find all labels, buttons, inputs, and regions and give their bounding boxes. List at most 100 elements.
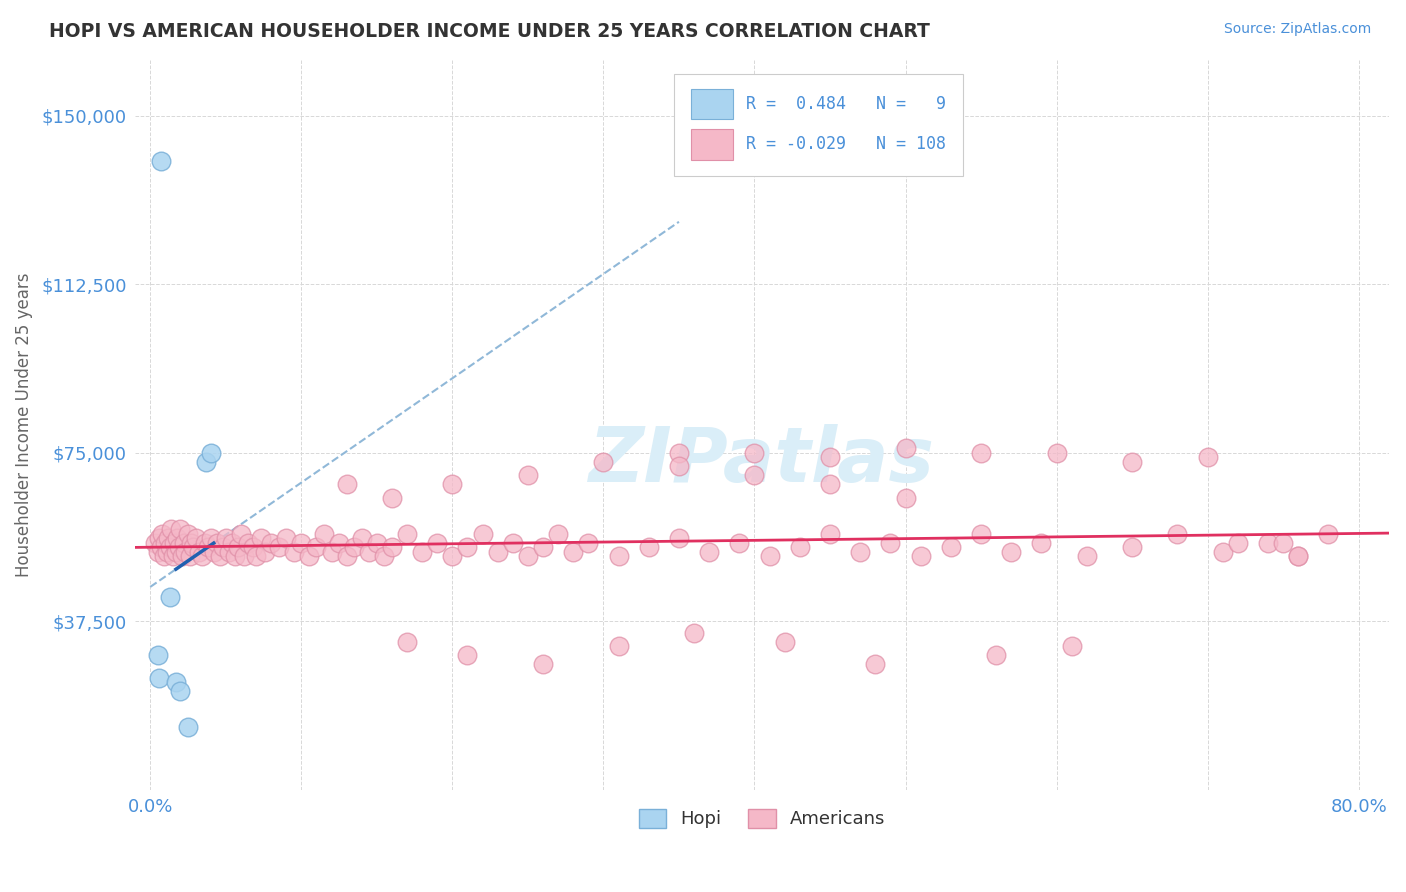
Point <box>143 535 166 549</box>
Point <box>531 540 554 554</box>
Point <box>260 535 283 549</box>
Point <box>773 634 796 648</box>
Point <box>276 531 298 545</box>
Point <box>359 545 381 559</box>
Point <box>283 545 305 559</box>
Point <box>1226 535 1249 549</box>
Point <box>562 545 585 559</box>
FancyBboxPatch shape <box>690 129 733 160</box>
Point <box>195 455 218 469</box>
Point <box>350 531 373 545</box>
Point <box>160 522 183 536</box>
Point <box>607 549 630 564</box>
Text: R =  0.484   N =   9: R = 0.484 N = 9 <box>745 95 946 113</box>
Point <box>238 535 260 549</box>
Point <box>668 531 690 545</box>
Point <box>169 684 191 698</box>
Point <box>697 545 720 559</box>
Point <box>502 535 524 549</box>
Point <box>200 531 222 545</box>
Point <box>758 549 780 564</box>
Point <box>1121 455 1143 469</box>
Point <box>516 549 538 564</box>
Point <box>181 540 204 554</box>
Point <box>163 535 186 549</box>
Point <box>970 446 993 460</box>
Point <box>312 526 335 541</box>
Text: R = -0.029   N = 108: R = -0.029 N = 108 <box>745 136 946 153</box>
Point <box>1197 450 1219 465</box>
Point <box>744 446 766 460</box>
Point <box>939 540 962 554</box>
Point <box>1166 526 1188 541</box>
Point <box>441 549 464 564</box>
Point <box>592 455 614 469</box>
Point <box>157 531 180 545</box>
Point <box>290 535 312 549</box>
Point <box>187 545 209 559</box>
Point <box>254 545 277 559</box>
Point <box>218 545 240 559</box>
Point <box>180 535 202 549</box>
Point <box>396 634 419 648</box>
Point <box>728 535 751 549</box>
Point <box>818 526 841 541</box>
Point <box>1045 446 1067 460</box>
Point <box>267 540 290 554</box>
Point <box>167 540 190 554</box>
Point <box>366 535 388 549</box>
Point <box>153 549 176 564</box>
Point <box>179 549 201 564</box>
Point <box>381 540 404 554</box>
Point <box>1317 526 1340 541</box>
Point <box>328 535 350 549</box>
Point <box>818 450 841 465</box>
Point <box>149 153 172 168</box>
Point <box>1286 549 1309 564</box>
Text: HOPI VS AMERICAN HOUSEHOLDER INCOME UNDER 25 YEARS CORRELATION CHART: HOPI VS AMERICAN HOUSEHOLDER INCOME UNDE… <box>49 22 931 41</box>
Point <box>232 549 254 564</box>
Point <box>200 446 222 460</box>
Point <box>298 549 321 564</box>
Point <box>169 522 191 536</box>
Point <box>170 549 193 564</box>
Point <box>1257 535 1279 549</box>
Point <box>471 526 494 541</box>
Point <box>242 540 264 554</box>
Point <box>910 549 932 564</box>
Point <box>1076 549 1098 564</box>
Point <box>155 535 177 549</box>
Point <box>396 526 419 541</box>
Point <box>321 545 343 559</box>
Point <box>146 545 169 559</box>
Point <box>208 549 231 564</box>
Point <box>1000 545 1022 559</box>
Point <box>373 549 395 564</box>
Point <box>177 526 200 541</box>
Point <box>426 535 449 549</box>
Point <box>190 549 212 564</box>
Point <box>226 540 249 554</box>
Point <box>159 590 181 604</box>
Point <box>986 648 1008 662</box>
Point <box>245 549 267 564</box>
Point <box>607 639 630 653</box>
Y-axis label: Householder Income Under 25 years: Householder Income Under 25 years <box>15 273 32 577</box>
Point <box>516 468 538 483</box>
Point <box>1272 535 1295 549</box>
Point <box>229 526 252 541</box>
Point <box>150 526 173 541</box>
Point <box>1031 535 1053 549</box>
Point <box>224 549 246 564</box>
Text: Source: ZipAtlas.com: Source: ZipAtlas.com <box>1223 22 1371 37</box>
Point <box>818 477 841 491</box>
Point <box>683 625 706 640</box>
Point <box>197 540 219 554</box>
Point <box>865 657 887 671</box>
Point <box>576 535 599 549</box>
Text: ZIPatlas: ZIPatlas <box>589 425 935 499</box>
Point <box>211 540 233 554</box>
Point <box>146 648 169 662</box>
Point <box>177 720 200 734</box>
Point <box>305 540 328 554</box>
